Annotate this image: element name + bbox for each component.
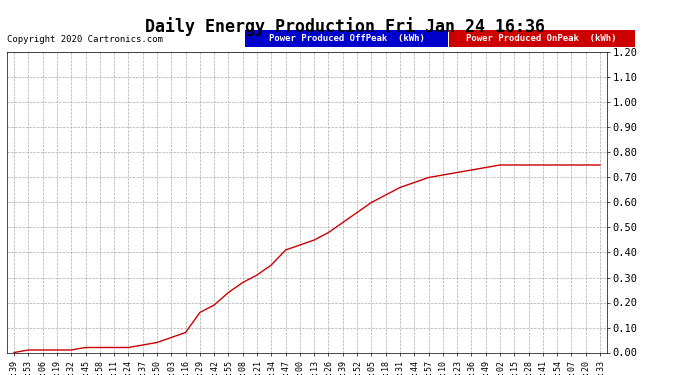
Text: Power Produced OffPeak  (kWh): Power Produced OffPeak (kWh) [269,34,424,43]
Text: Copyright 2020 Cartronics.com: Copyright 2020 Cartronics.com [7,35,163,44]
Text: Daily Energy Production Fri Jan 24 16:36: Daily Energy Production Fri Jan 24 16:36 [145,17,545,36]
Text: Power Produced OnPeak  (kWh): Power Produced OnPeak (kWh) [466,34,617,43]
